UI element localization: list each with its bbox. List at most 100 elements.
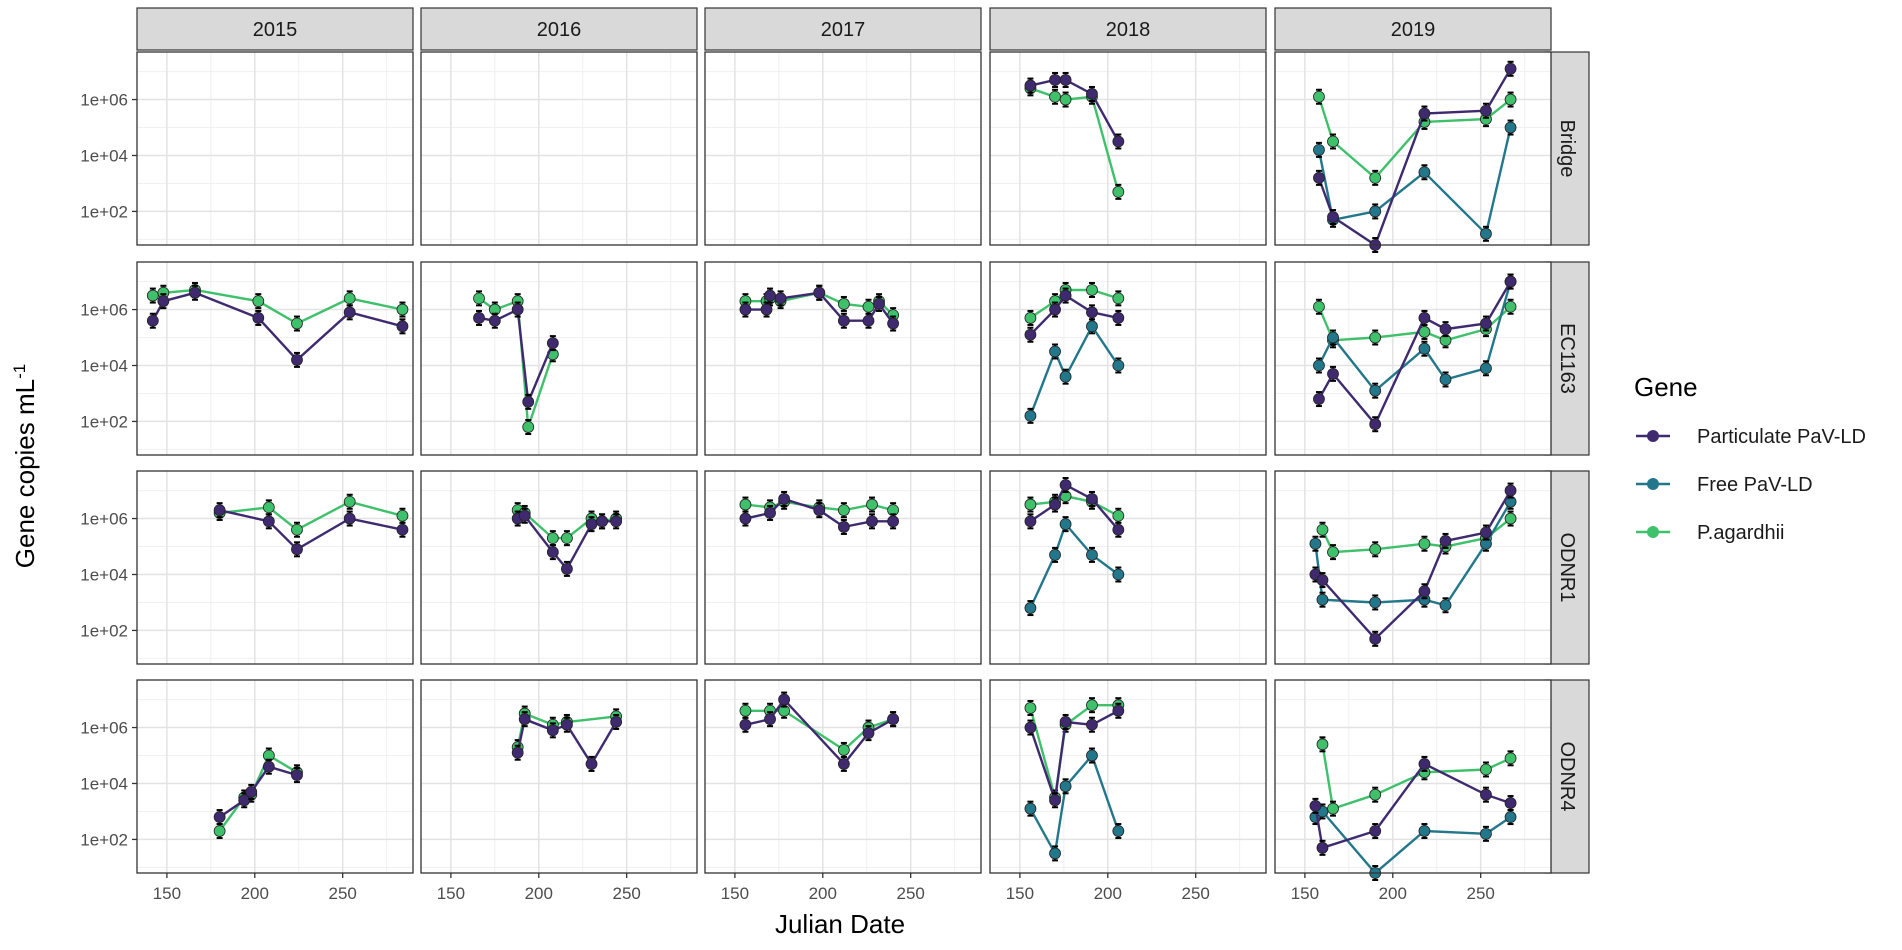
row-strip-label: ODNR4 xyxy=(1556,741,1578,811)
data-point xyxy=(518,509,531,522)
data-point xyxy=(1049,74,1061,86)
row-strip-bg xyxy=(1544,261,1590,456)
data-point xyxy=(1086,718,1098,731)
data-point xyxy=(1327,211,1339,223)
data-point xyxy=(343,292,356,305)
series-particulate-pav-ld xyxy=(1024,71,1125,150)
panel-bridge-2019 xyxy=(1274,51,1552,253)
data-point xyxy=(245,785,258,798)
data-point xyxy=(1059,518,1072,531)
data-point xyxy=(1024,802,1037,815)
panel-border xyxy=(420,261,698,456)
data-point xyxy=(862,300,875,313)
data-point xyxy=(1086,320,1098,333)
panel-background xyxy=(705,52,981,245)
data-point xyxy=(396,303,409,316)
data-point xyxy=(1504,752,1517,765)
data-point xyxy=(561,718,573,731)
series-free-pav-ld xyxy=(1024,318,1125,424)
data-point xyxy=(213,504,226,517)
data-point xyxy=(1049,847,1061,860)
y-tick-label: 1e+06 xyxy=(80,91,128,110)
data-point xyxy=(1059,93,1072,106)
data-point xyxy=(1049,90,1061,103)
data-point xyxy=(1480,526,1492,539)
data-point xyxy=(518,713,531,726)
data-point xyxy=(1313,359,1325,372)
data-point xyxy=(739,498,752,511)
data-point xyxy=(1086,306,1098,319)
data-point xyxy=(473,312,485,324)
panel-background xyxy=(421,52,697,245)
series-free-pav-ld xyxy=(1024,747,1125,862)
panel-odnr1-2018 xyxy=(989,470,1267,665)
data-point xyxy=(213,811,226,823)
panel-odnr4-2019 xyxy=(1274,679,1552,881)
panel-border xyxy=(136,679,414,874)
data-point xyxy=(813,286,826,299)
panel-background xyxy=(421,680,697,873)
data-point xyxy=(473,292,485,305)
panel-odnr1-2019 xyxy=(1274,470,1552,665)
data-point xyxy=(1313,143,1325,156)
data-point xyxy=(546,724,559,737)
y-axis-title-base: Gene copies mL xyxy=(10,379,40,568)
x-tick-label: 200 xyxy=(1094,884,1122,903)
y-axis-title-superscript: -1 xyxy=(10,364,29,379)
data-point xyxy=(1369,788,1382,801)
row-strip-ec1163: EC1163 xyxy=(1544,261,1590,456)
data-point xyxy=(252,295,265,308)
data-point xyxy=(146,289,159,302)
row-strip-bg xyxy=(1544,470,1590,665)
series-particulate-pav-ld xyxy=(1309,482,1517,647)
data-point xyxy=(1504,93,1517,106)
series-particulate-pav-ld xyxy=(213,758,303,826)
data-point xyxy=(1418,166,1431,179)
data-point xyxy=(488,314,501,327)
data-point xyxy=(1316,574,1329,586)
data-point xyxy=(1316,593,1329,606)
series-particulate-pav-ld xyxy=(739,284,900,332)
data-point xyxy=(511,303,524,316)
panel-border xyxy=(136,470,414,665)
data-point xyxy=(1504,300,1517,313)
data-point xyxy=(778,693,791,706)
column-strip-2018: 2018 xyxy=(989,7,1267,51)
data-point xyxy=(1024,702,1037,714)
data-point xyxy=(862,727,875,740)
data-point xyxy=(1059,289,1072,302)
data-point xyxy=(1480,763,1492,776)
data-point xyxy=(252,312,265,324)
data-point xyxy=(1059,370,1072,383)
data-point xyxy=(396,320,409,333)
data-point xyxy=(1439,599,1452,612)
data-point xyxy=(1024,312,1037,324)
series-particulate-pav-ld xyxy=(739,490,900,535)
data-point xyxy=(1112,704,1125,717)
data-point xyxy=(1086,549,1098,561)
x-tick-label: 250 xyxy=(896,884,924,903)
y-tick-label: 1e+06 xyxy=(80,301,128,320)
panel-odnr4-2016 xyxy=(420,679,698,874)
panel-odnr1-2017 xyxy=(704,470,982,665)
column-strip-label: 2016 xyxy=(537,19,582,41)
panel-border xyxy=(704,470,982,665)
column-strip-2015: 2015 xyxy=(136,7,414,51)
data-point xyxy=(343,306,356,319)
panel-background xyxy=(137,262,413,455)
series-free-pav-ld xyxy=(1313,119,1517,242)
x-tick-label: 150 xyxy=(153,884,181,903)
data-point xyxy=(837,521,850,533)
data-point xyxy=(1418,312,1431,324)
data-point xyxy=(1316,841,1329,854)
data-point xyxy=(1316,738,1329,751)
data-point xyxy=(1418,758,1431,770)
data-point xyxy=(343,495,356,508)
data-point xyxy=(813,504,826,517)
data-point xyxy=(887,317,900,330)
data-point xyxy=(238,794,251,807)
series-particulate-pav-ld xyxy=(1313,273,1517,433)
data-point xyxy=(1439,323,1452,336)
y-tick-label: 1e+04 xyxy=(80,146,128,165)
